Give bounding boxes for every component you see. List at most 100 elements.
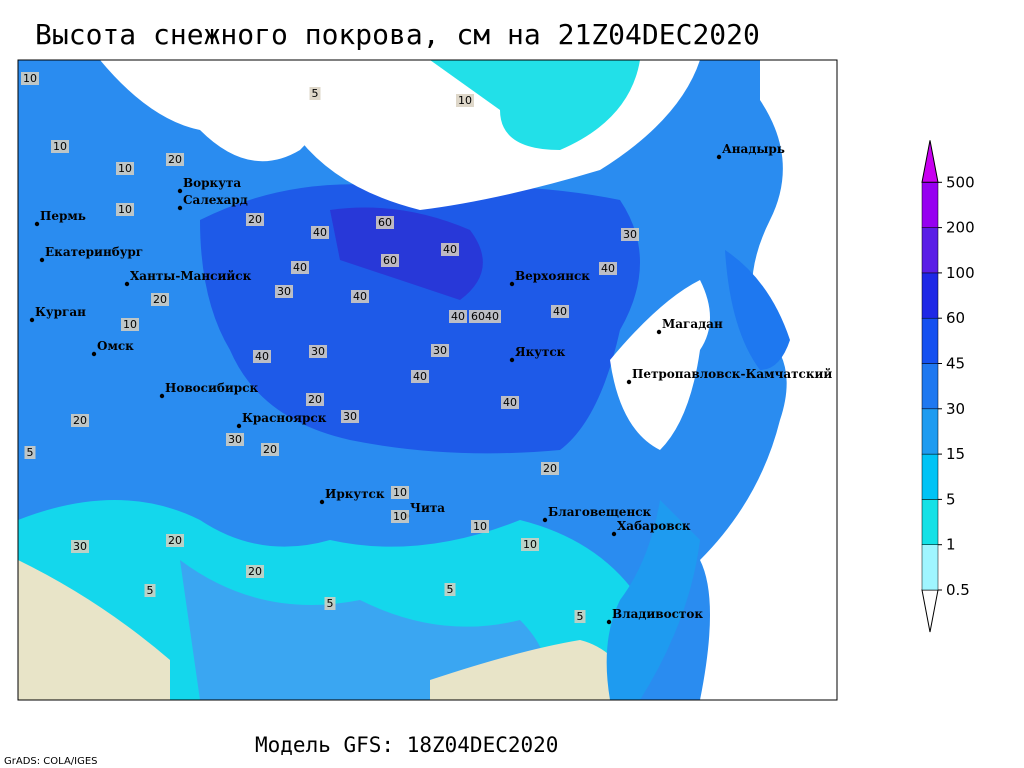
contour-label: 20 (168, 534, 182, 547)
credit: GrADS: COLA/IGES (4, 756, 98, 767)
colorbar-segment (921, 408, 939, 455)
city-label: Ханты-Мансийск (130, 269, 252, 283)
contour-label-box (261, 443, 279, 456)
city-dot (91, 351, 97, 357)
contour-label-box (376, 216, 394, 229)
city-label: Владивосток (612, 607, 703, 621)
city-label: Курган (35, 305, 86, 319)
city-label: Пермь (40, 209, 86, 223)
contour-label: 10 (473, 520, 487, 533)
map-title: Высота снежного покрова, см на 21Z04DEC2… (35, 18, 760, 51)
ocean (610, 280, 710, 450)
contour-label-box (521, 538, 539, 551)
contour-label: 20 (168, 153, 182, 166)
map-frame (17, 59, 838, 701)
city-label: Омск (97, 339, 134, 353)
contour-label: 30 (73, 540, 87, 553)
model-label: Модель GFS: 18Z04DEC2020 (255, 733, 558, 757)
contour-label: 20 (153, 293, 167, 306)
contour-label-box (121, 318, 139, 331)
contour-label: 5 (327, 597, 334, 610)
colorbar-end (921, 140, 939, 183)
colorbar-segment (921, 544, 939, 591)
colorbar-segment (921, 499, 939, 545)
contour-label-box (599, 262, 617, 275)
city-dot (39, 257, 45, 263)
colorbar-label: 45 (946, 355, 965, 373)
kamchatka (725, 250, 790, 370)
contour-label: 40 (353, 290, 367, 303)
contour-label: 20 (263, 443, 277, 456)
contour-label: 40 (255, 350, 269, 363)
city-label: Воркута (183, 176, 241, 190)
city-label: Чита (410, 501, 445, 515)
contour-label-box (226, 433, 244, 446)
contour-label-box (144, 584, 156, 597)
contour-label: 10 (393, 486, 407, 499)
contour-label-box (431, 344, 449, 357)
city-label: Хабаровск (617, 519, 691, 533)
colorbar-label: 30 (946, 400, 965, 418)
contour-label-box (151, 293, 169, 306)
sea-ice (430, 60, 640, 150)
contour-label: 40 (443, 243, 457, 256)
contour-label: 40 (313, 226, 327, 239)
contour-label: 40 (293, 261, 307, 274)
contour-label-box (275, 285, 293, 298)
city-dot (236, 423, 242, 429)
city-label: Якутск (515, 345, 566, 359)
city-dot (611, 531, 617, 537)
colorbar-segment (921, 453, 939, 500)
contour-label-box (116, 162, 134, 175)
colorbar-segment (921, 272, 939, 319)
contour-label: 20 (73, 414, 87, 427)
contour-label-box (324, 597, 336, 610)
colorbar-segment (921, 227, 939, 274)
city-label: Магадан (662, 317, 723, 331)
ocean (700, 60, 837, 700)
colorbar-label: 1 (946, 536, 956, 554)
contour-label-box (24, 446, 36, 459)
map (18, 60, 837, 700)
city-dot (319, 499, 325, 505)
ocean (100, 60, 360, 162)
contour-label-box (351, 290, 369, 303)
city-dot (542, 517, 548, 523)
city-dot (626, 379, 632, 385)
contour-label-box (391, 486, 409, 499)
colorbar-end (921, 589, 939, 633)
contour-label-box (246, 565, 264, 578)
contour-label-box (246, 213, 264, 226)
colorbar-segment (921, 363, 939, 410)
contour-label-box (166, 534, 184, 547)
contour-label: 30 (277, 285, 291, 298)
city-dot (656, 329, 662, 335)
snow-area (180, 560, 547, 700)
contour-label-box (71, 414, 89, 427)
city-label: Новосибирск (165, 381, 258, 395)
contour-label: 10 (523, 538, 537, 551)
city-dot (177, 205, 183, 211)
contour-label: 5 (147, 584, 154, 597)
contour-label: 40 (553, 305, 567, 318)
colorbar-label: 5 (946, 490, 956, 508)
city-label: Петропавловск-Камчатский (632, 367, 832, 381)
contour-label: 5 (312, 87, 319, 100)
deep-snow-area (200, 184, 640, 454)
contour-label: 10 (23, 72, 37, 85)
city-dot (124, 281, 130, 287)
contour-label: 40 (451, 310, 465, 323)
contour-label-box (291, 261, 309, 274)
contour-label: 60 (383, 254, 397, 267)
contour-label: 5 (447, 583, 454, 596)
contour-label: 10 (118, 162, 132, 175)
contour-label-box (116, 203, 134, 216)
contour-label: 20 (248, 565, 262, 578)
city-label: Иркутск (325, 487, 385, 501)
colorbar-label: 15 (946, 445, 965, 463)
contour-label-box (411, 370, 429, 383)
contour-label: 40 (601, 262, 615, 275)
primorye (606, 500, 700, 700)
contour-label-box (471, 520, 489, 533)
contour-label: 60 (378, 216, 392, 229)
